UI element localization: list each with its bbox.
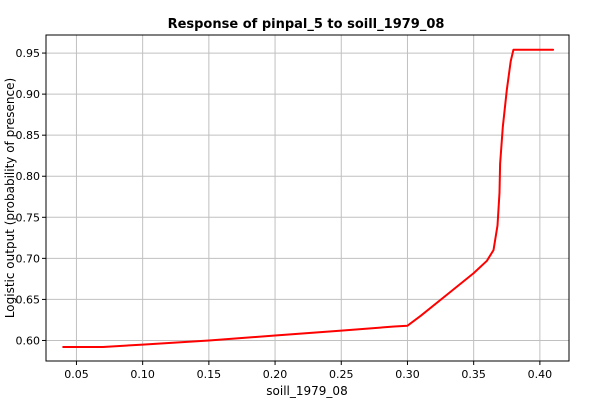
y-tick-label: 0.90 (16, 88, 41, 101)
x-tick-label: 0.15 (197, 368, 222, 381)
y-tick-label: 0.75 (16, 211, 41, 224)
x-axis-label: soill_1979_08 (266, 384, 347, 398)
y-tick-label: 0.80 (16, 170, 41, 183)
chart-title: Response of pinpal_5 to soill_1979_08 (168, 17, 445, 32)
y-tick-label: 0.85 (16, 129, 41, 142)
x-tick-label: 0.10 (130, 368, 155, 381)
y-tick-label: 0.60 (16, 334, 41, 347)
ticks-layer: 0.05 0.10 0.15 0.20 0.25 0.30 0.35 0.40 0.60 0.65… (16, 47, 553, 381)
x-tick-label: 0.30 (395, 368, 420, 381)
response-curve-line (62, 48, 555, 348)
series-layer (62, 48, 555, 348)
y-tick-label: 0.70 (16, 252, 41, 265)
x-tick-label: 0.05 (64, 368, 89, 381)
x-tick-label: 0.40 (528, 368, 553, 381)
x-tick-label: 0.20 (263, 368, 288, 381)
y-axis-label: Logistic output (probability of presence… (3, 78, 17, 318)
plot-frame (45, 34, 570, 362)
y-tick-label: 0.95 (16, 47, 41, 60)
y-tick-label: 0.65 (16, 293, 41, 306)
x-tick-label: 0.25 (329, 368, 354, 381)
grid-layer (46, 35, 569, 361)
x-tick-label: 0.35 (461, 368, 486, 381)
